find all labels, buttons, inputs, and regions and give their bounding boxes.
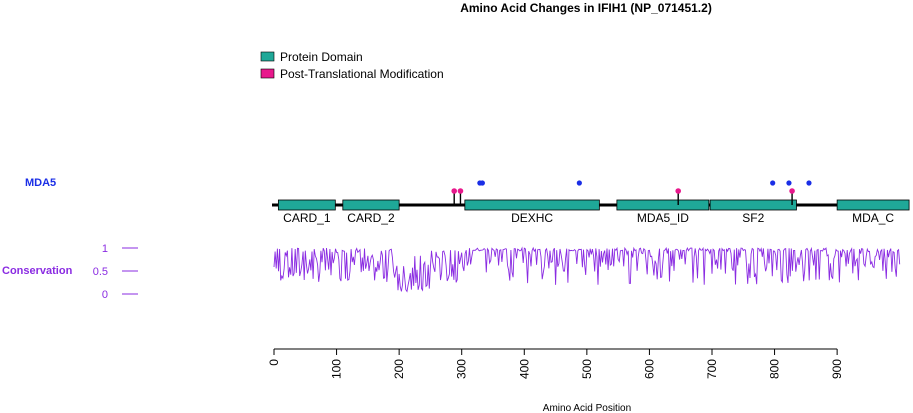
x-axis-label: Amino Acid Position xyxy=(543,403,631,413)
x-tick-label: 600 xyxy=(642,359,656,379)
domain-mda5-id xyxy=(616,199,710,211)
conservation-tick-label: 1 xyxy=(102,243,108,255)
conservation-tick-label: 0 xyxy=(102,289,108,301)
conservation-track xyxy=(273,246,901,293)
ptm-marker xyxy=(451,188,458,194)
legend: Protein Domain Post-Translational Modifi… xyxy=(260,50,444,81)
legend-label-domain: Protein Domain xyxy=(280,50,363,64)
conservation-label: Conservation xyxy=(2,265,73,277)
domain-card-1 xyxy=(277,199,336,211)
variant-marker xyxy=(576,180,582,186)
x-tick-label: 100 xyxy=(330,359,344,379)
x-tick-label: 300 xyxy=(455,359,469,379)
domain-label: MDA_C xyxy=(852,211,894,225)
domain-card-2 xyxy=(342,199,400,211)
ptm-marker xyxy=(789,188,795,194)
domain-label: CARD_2 xyxy=(347,211,395,225)
x-axis: 0 100 200 300 400 500 600 700 800 900 xyxy=(267,348,844,379)
x-tick-label: 700 xyxy=(705,359,719,379)
domain-label: SF2 xyxy=(742,211,764,225)
domain-mda-c xyxy=(836,199,910,211)
track-label: MDA5 xyxy=(25,177,56,189)
x-tick-label: 900 xyxy=(830,359,844,379)
x-tick-label: 200 xyxy=(392,359,406,379)
legend-label-ptm: Post-Translational Modification xyxy=(280,67,444,81)
legend-swatch-domain xyxy=(260,51,275,62)
x-tick-label: 400 xyxy=(517,359,531,379)
domain-layer: CARD_1 CARD_2 DEXHC MDA5_ID SF2 MDA_C xyxy=(277,199,910,225)
marker-layer xyxy=(451,180,812,205)
x-tick-label: 800 xyxy=(768,359,782,379)
x-tick-label: 500 xyxy=(580,359,594,379)
conservation-axis: 10.50 xyxy=(93,243,138,301)
domain-label: MDA5_ID xyxy=(637,211,689,225)
domain-label: CARD_1 xyxy=(283,211,331,225)
x-tick-label: 0 xyxy=(267,359,281,366)
legend-swatch-ptm xyxy=(260,68,275,79)
domain-label: DEXHC xyxy=(511,211,553,225)
variant-marker xyxy=(786,180,792,186)
domain-sf2 xyxy=(709,199,797,211)
conservation-tick-label: 0.5 xyxy=(93,266,108,278)
ptm-marker xyxy=(457,188,464,194)
variant-marker xyxy=(806,180,812,186)
variant-marker xyxy=(479,180,485,186)
domain-dexhc xyxy=(464,199,600,211)
conservation-line xyxy=(273,246,901,293)
ptm-marker xyxy=(675,188,682,194)
chart-title: Amino Acid Changes in IFIH1 (NP_071451.2… xyxy=(460,1,712,15)
variant-marker xyxy=(770,180,776,186)
